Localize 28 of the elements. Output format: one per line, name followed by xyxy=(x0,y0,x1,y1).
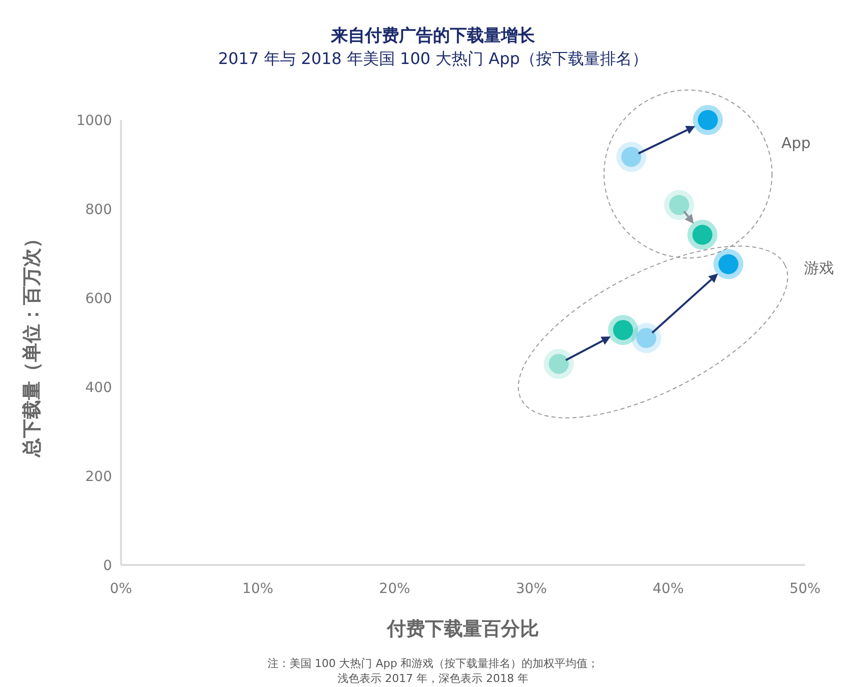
point xyxy=(687,220,718,250)
x-tick-label: 20% xyxy=(379,581,410,597)
x-axis-title: 付费下载量百分比 xyxy=(386,618,539,640)
point xyxy=(664,190,694,220)
x-tick-label: 10% xyxy=(242,581,274,597)
point xyxy=(544,348,574,379)
chart-subtitle: 2017 年与 2018 年美国 100 大热门 App（按下载量排名） xyxy=(218,49,648,68)
x-tick-label: 50% xyxy=(789,581,821,597)
y-tick-label: 400 xyxy=(85,380,112,396)
point xyxy=(616,142,646,172)
point xyxy=(692,105,723,135)
y-tick-label: 800 xyxy=(85,202,112,218)
y-axis-title: 总下载量（单位：百万次） xyxy=(21,229,43,458)
chart-title: 来自付费广告的下载量增长 xyxy=(330,26,536,46)
point xyxy=(608,315,638,346)
text: 浅色表示 2017 年，深色表示 2018 年 xyxy=(338,672,528,685)
y-tick-label: 200 xyxy=(85,469,112,485)
y-tick-label: 0 xyxy=(103,558,112,574)
annotation: 游戏 xyxy=(804,259,834,277)
x-tick-label: 0% xyxy=(110,581,132,597)
y-tick-label: 1000 xyxy=(76,113,112,129)
point xyxy=(713,249,744,280)
point xyxy=(631,323,662,354)
text: 注：美国 100 大热门 App 和游戏（按下载量排名）的加权平均值； xyxy=(267,657,599,670)
y-tick-label: 600 xyxy=(85,291,112,307)
x-tick-label: 40% xyxy=(652,581,684,597)
annotation: App xyxy=(781,134,811,152)
x-tick-label: 30% xyxy=(516,581,547,597)
